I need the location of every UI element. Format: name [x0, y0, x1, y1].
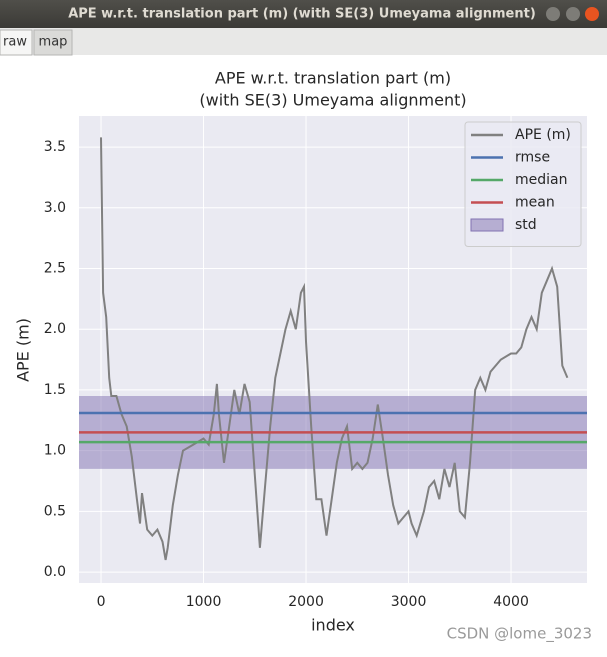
- chart-subtitle: (with SE(3) Umeyama alignment): [199, 91, 466, 110]
- legend-label: mean: [515, 195, 555, 211]
- tab[interactable]: [33, 29, 73, 56]
- legend-label: rmse: [515, 150, 550, 166]
- y-tick-label: 3.0: [44, 200, 66, 216]
- maximize-button[interactable]: [566, 7, 580, 21]
- y-tick-label: 1.0: [44, 443, 66, 459]
- title-bar: [0, 0, 607, 28]
- close-button[interactable]: [585, 7, 599, 21]
- watermark: CSDN @lome_3023: [447, 625, 592, 644]
- x-tick-label: 4000: [493, 594, 529, 610]
- x-tick-label: 2000: [288, 594, 324, 610]
- legend-label: median: [515, 172, 567, 188]
- y-axis-label: APE (m): [14, 318, 33, 382]
- tab-label[interactable]: map: [39, 35, 68, 50]
- y-tick-label: 2.0: [44, 321, 66, 337]
- legend-label: APE (m): [515, 127, 571, 143]
- legend-swatch: [470, 218, 504, 232]
- y-tick-label: 1.5: [44, 382, 66, 398]
- tab-label[interactable]: raw: [3, 35, 27, 50]
- window-title: APE w.r.t. translation part (m) (with SE…: [68, 7, 536, 22]
- minimize-button[interactable]: [546, 7, 560, 21]
- x-tick-label: 0: [97, 594, 106, 610]
- x-axis-label: index: [311, 616, 355, 635]
- tab-bar: [0, 28, 607, 55]
- legend-box: [464, 121, 582, 247]
- y-tick-label: 0.5: [44, 503, 66, 519]
- tab[interactable]: [0, 29, 33, 56]
- ape-line: [100, 137, 569, 561]
- legend-label: std: [515, 217, 537, 233]
- chart-title: APE w.r.t. translation part (m): [215, 69, 451, 88]
- y-tick-label: 0.0: [44, 564, 66, 580]
- y-tick-label: 3.5: [44, 139, 66, 155]
- x-tick-label: 3000: [391, 594, 427, 610]
- x-tick-label: 1000: [186, 594, 222, 610]
- y-tick-label: 2.5: [44, 261, 66, 277]
